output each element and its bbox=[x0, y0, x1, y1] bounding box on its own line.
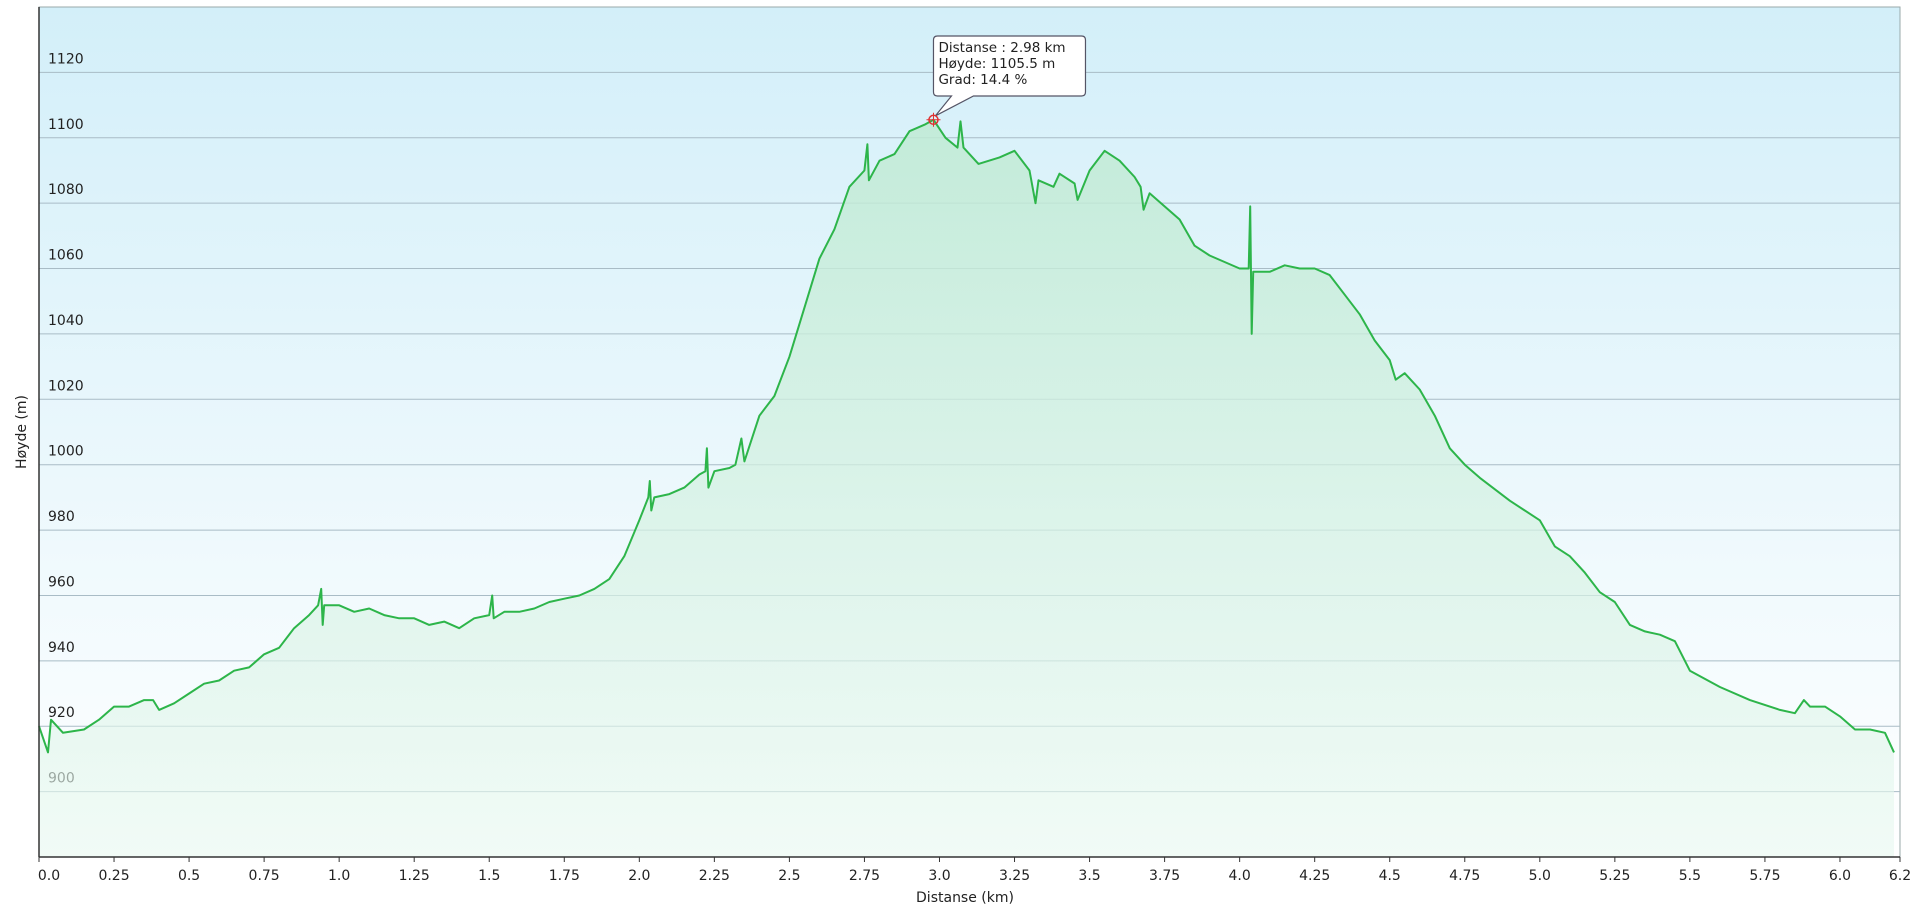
tooltip-text: Høyde: 1105.5 m bbox=[938, 56, 1055, 72]
x-tick-label: 3.0 bbox=[928, 868, 950, 884]
y-tick-label: 1080 bbox=[48, 182, 84, 198]
x-tick-label: 5.25 bbox=[1599, 868, 1630, 884]
x-tick-label: 3.25 bbox=[999, 868, 1030, 884]
y-tick-label: 1020 bbox=[48, 378, 84, 394]
x-tick-label: 2.75 bbox=[849, 868, 880, 884]
elevation-line bbox=[38, 118, 1895, 754]
y-tick-label: 920 bbox=[48, 705, 75, 721]
x-tick-label: 4.0 bbox=[1229, 868, 1251, 884]
x-tick-label: 0.0 bbox=[38, 868, 60, 884]
y-axis-label: Høyde (m) bbox=[14, 395, 30, 469]
tooltip-text: Grad: 14.4 % bbox=[938, 72, 1027, 88]
y-tick-label: 1120 bbox=[48, 51, 84, 67]
x-axis-label: Distanse (km) bbox=[916, 890, 1014, 906]
x-tick-label: 1.75 bbox=[549, 868, 580, 884]
y-tick-label: 960 bbox=[48, 574, 75, 590]
x-tick-label: 3.5 bbox=[1078, 868, 1100, 884]
hover-cross bbox=[926, 112, 941, 127]
x-tick-label: 0.75 bbox=[249, 868, 280, 884]
y-tick-label: 980 bbox=[48, 509, 75, 525]
y-tick-label: 1100 bbox=[48, 117, 84, 133]
x-tick-label: 6.2 bbox=[1889, 868, 1911, 884]
x-tick-label: 0.25 bbox=[98, 868, 129, 884]
x-tick-label: 4.5 bbox=[1379, 868, 1401, 884]
area bbox=[39, 119, 1894, 858]
x-tick-label: 4.25 bbox=[1299, 868, 1330, 884]
x-tick-label: 5.5 bbox=[1679, 868, 1701, 884]
x-tick-label: 1.25 bbox=[399, 868, 430, 884]
x-tick-label: 1.5 bbox=[478, 868, 500, 884]
x-tick-label: 6.0 bbox=[1829, 868, 1851, 884]
y-tick-label: 1060 bbox=[48, 248, 84, 264]
tooltip-box bbox=[932, 35, 1087, 117]
x-tick-label: 5.0 bbox=[1529, 868, 1551, 884]
x-tick-label: 3.75 bbox=[1149, 868, 1180, 884]
x-tick-label: 2.0 bbox=[628, 868, 650, 884]
y-tick-label: 1040 bbox=[48, 313, 84, 329]
x-tick-label: 1.0 bbox=[328, 868, 350, 884]
x-tick-label: 2.5 bbox=[778, 868, 800, 884]
x-tick-label: 0.5 bbox=[178, 868, 200, 884]
x-tick-label: 2.25 bbox=[699, 868, 730, 884]
x-tick-label: 5.75 bbox=[1749, 868, 1780, 884]
y-tick-label: 1000 bbox=[48, 444, 84, 460]
tooltip-text: Distanse : 2.98 km bbox=[938, 40, 1065, 56]
y-tick-label: 940 bbox=[48, 640, 75, 656]
x-tick-label: 4.75 bbox=[1449, 868, 1480, 884]
